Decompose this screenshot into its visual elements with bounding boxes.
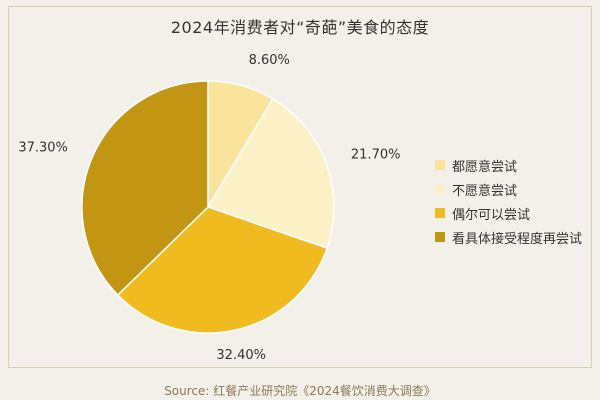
legend-label-depends: 看具体接受程度再尝试 — [452, 231, 583, 247]
chart-title: 2024年消费者对“奇葩”美食的态度 — [170, 18, 430, 37]
legend-swatch-depends — [435, 232, 445, 242]
pie-label-occasionally: 32.40% — [216, 348, 266, 363]
chart-source: Source: 红餐产业研究院《2024餐饮消费大调查》 — [164, 384, 436, 398]
legend-item-all-willing: 都愿意尝试 — [435, 153, 600, 177]
legend-item-occasionally: 偶尔可以尝试 — [435, 201, 600, 225]
frame-top-border — [8, 6, 592, 7]
legend-label-unwilling: 不愿意尝试 — [452, 183, 518, 199]
pie-label-unwilling: 21.70% — [351, 148, 401, 163]
pie-slice-occasionally — [116, 206, 329, 334]
chart-legend: 都愿意尝试不愿意尝试偶尔可以尝试看具体接受程度再尝试 — [435, 153, 600, 249]
pie-label-depends: 37.30% — [18, 141, 68, 156]
legend-swatch-occasionally — [435, 208, 445, 218]
frame-left-border — [8, 6, 9, 367]
legend-item-unwilling: 不愿意尝试 — [435, 177, 600, 201]
frame-right-border — [591, 6, 592, 367]
pie-slices — [81, 80, 335, 334]
legend-swatch-unwilling — [435, 184, 445, 194]
frame-bottom-border — [8, 367, 592, 368]
legend-label-all-willing: 都愿意尝试 — [452, 159, 518, 175]
pie-slice-depends — [81, 80, 209, 297]
legend-item-depends: 看具体接受程度再尝试 — [435, 225, 600, 249]
pie-value-labels: 8.60% 21.70% 32.40% 37.30% — [18, 53, 400, 363]
pie-slice-unwilling — [206, 97, 335, 250]
legend-swatch-all-willing — [435, 160, 445, 170]
pie-label-all-willing: 8.60% — [249, 53, 290, 68]
legend-label-occasionally: 偶尔可以尝试 — [452, 207, 531, 223]
